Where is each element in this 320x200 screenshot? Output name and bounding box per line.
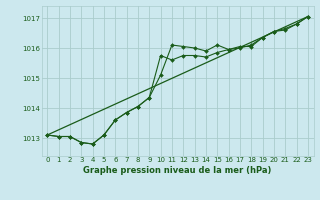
X-axis label: Graphe pression niveau de la mer (hPa): Graphe pression niveau de la mer (hPa): [84, 166, 272, 175]
